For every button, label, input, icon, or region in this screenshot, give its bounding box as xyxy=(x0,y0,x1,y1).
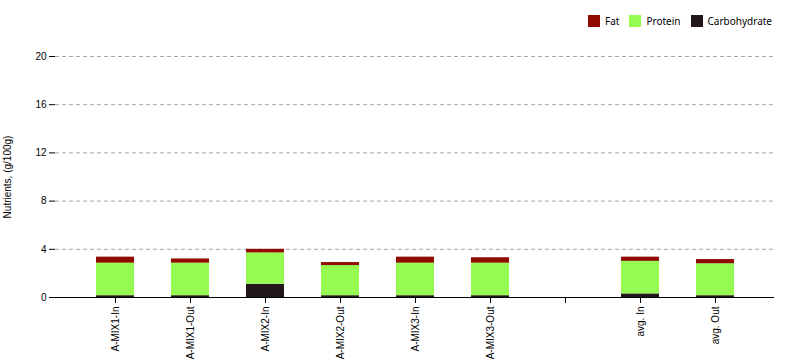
html-text:Fat: Fat xyxy=(605,13,620,28)
svg-text:avg. In: avg. In xyxy=(635,307,646,337)
svg-text:20: 20 xyxy=(35,51,47,62)
svg-text:16: 16 xyxy=(35,99,47,110)
svg-text:avg. Out: avg. Out xyxy=(710,306,721,344)
svg-text:A-MIX3-In: A-MIX3-In xyxy=(410,307,421,352)
svg-text:A-MIX3-Out: A-MIX3-Out xyxy=(485,306,496,359)
svg-text:8: 8 xyxy=(41,195,47,206)
svg-text:A-MIX1-In: A-MIX1-In xyxy=(110,307,121,352)
svg-text:4: 4 xyxy=(41,244,47,255)
html-text:Protein: Protein xyxy=(646,13,681,28)
svg-text:Nutrients, (g/100g): Nutrients, (g/100g) xyxy=(2,136,13,219)
svg-text:A-MIX2-In: A-MIX2-In xyxy=(260,307,271,352)
html-text:Carbohydrate: Carbohydrate xyxy=(707,13,772,28)
svg-text:12: 12 xyxy=(35,147,47,158)
svg-text:0: 0 xyxy=(41,292,47,303)
svg-text:A-MIX2-Out: A-MIX2-Out xyxy=(335,306,346,359)
svg-text:A-MIX1-Out: A-MIX1-Out xyxy=(185,306,196,359)
